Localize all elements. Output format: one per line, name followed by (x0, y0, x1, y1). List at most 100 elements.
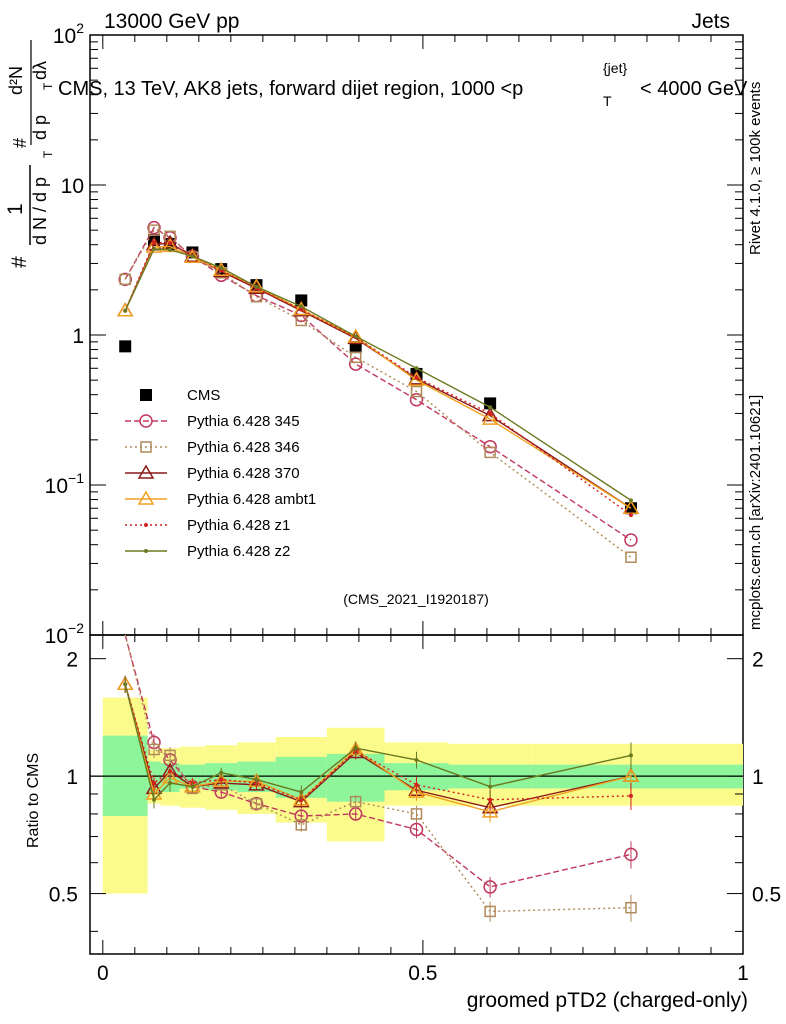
legend-marker (139, 414, 153, 428)
legend-item: Pythia 6.428 z2 (125, 543, 290, 560)
data-point-ratio (148, 743, 160, 756)
data-point-main (624, 533, 638, 547)
series-line-ratio (124, 684, 631, 801)
rivet-label: Rivet 4.1.0, ≥ 100k events (747, 82, 764, 255)
data-point-main (409, 393, 424, 407)
data-point-main (488, 411, 493, 416)
data-point-ratio (299, 790, 304, 795)
data-point-ratio (488, 797, 493, 802)
legend-item: Pythia 6.428 345 (125, 413, 300, 430)
data-point-main (349, 351, 362, 364)
data-point-main (119, 273, 131, 286)
legend: CMS Pythia 6.428 345 Pythia 6.428 346 Pythi… (125, 387, 316, 560)
legend-item: CMS (140, 387, 220, 404)
legend-marker (144, 523, 148, 527)
ylabel-dpt-dl: d p (30, 115, 50, 140)
data-point-ratio (254, 777, 259, 782)
data-point-ratio (481, 803, 499, 818)
ratio-y-tick-label: 0.5 (49, 884, 78, 907)
data-point-ratio (628, 753, 633, 758)
legend-marker (137, 490, 155, 505)
data-point-main (481, 407, 499, 422)
data-point-main (147, 220, 161, 235)
data-point-main (484, 446, 496, 459)
legend-item: Pythia 6.428 346 (125, 439, 300, 456)
data-point-main (299, 307, 304, 312)
data-point-main (116, 302, 134, 317)
data-point-ratio (622, 767, 640, 782)
data-point-main (481, 410, 499, 425)
legend-label: Pythia 6.428 z2 (187, 543, 290, 560)
data-point-ratio (190, 784, 195, 789)
data-point-main (148, 224, 160, 236)
x-tick-label: 0 (97, 962, 109, 985)
legend-item: Pythia 6.428 ambt1 (125, 490, 316, 508)
stat-uncertainty-band (326, 753, 385, 802)
data-point-main (152, 240, 157, 245)
ratio-y-tick-label-right: 1 (752, 766, 764, 789)
legend-item: Pythia 6.428 370 (125, 464, 300, 482)
series-line-ratio (124, 634, 631, 913)
data-point-ratio (299, 797, 304, 802)
data-point-ratio (484, 905, 496, 918)
main-y-tick-label: 10−1 (45, 470, 85, 498)
title-prefix: CMS, 13 TeV, AK8 jets, forward dijet reg… (58, 78, 523, 100)
series-pythia-6-428-z2 (123, 246, 633, 809)
series-pythia-6-428-z1 (123, 240, 633, 811)
data-point-main (410, 385, 423, 398)
data-point-ratio (624, 847, 638, 862)
main-y-tick-label: 10−2 (45, 620, 85, 648)
data-point-ratio (168, 769, 173, 774)
data-point-main (483, 439, 497, 454)
data-point-main (168, 247, 173, 252)
mcplots-label: mcplots.cern.ch [arXiv:2401.10621] (747, 395, 764, 630)
main-y-tick-label: 1 (72, 325, 84, 348)
data-point-ratio (295, 819, 308, 831)
svg-text:CMS, 13 TeV, AK8 jets, forward: CMS, 13 TeV, AK8 jets, forward dijet reg… (58, 78, 523, 100)
ratio-y-axis-label: Ratio to CMS (25, 753, 42, 848)
data-point-main (254, 284, 259, 289)
data-point-main (625, 551, 637, 563)
data-point-main (248, 278, 265, 293)
data-point-ratio (219, 777, 224, 782)
main-y-tick-label: 10 (61, 175, 84, 198)
plot-title: CMS, 13 TeV, AK8 jets, forward dijet reg… (58, 60, 748, 109)
legend-marker (144, 549, 148, 553)
legend-label: CMS (187, 387, 220, 404)
data-point-main (299, 304, 304, 309)
series-line-main (124, 229, 632, 558)
title-sup: {jet} (603, 60, 627, 76)
data-point-ratio (292, 793, 310, 808)
data-point-main (353, 334, 358, 339)
legend-item: Pythia 6.428 z1 (125, 517, 290, 534)
ratio-y-tick-label: 1 (66, 766, 78, 789)
data-point-ratio (219, 770, 224, 775)
legend-label: Pythia 6.428 370 (187, 465, 300, 482)
title-suffix: < 4000 GeV (640, 78, 748, 100)
x-axis-label: groomed pTD2 (charged-only) (467, 989, 748, 1012)
data-point-ratio (409, 822, 424, 837)
data-point-ratio (488, 784, 493, 789)
legend-label: Pythia 6.428 345 (187, 413, 300, 430)
ylabel-one: 1 (4, 203, 27, 215)
energy-label: 13000 GeV pp (104, 10, 239, 33)
legend-label: Pythia 6.428 346 (187, 439, 300, 456)
ratio-y-tick-label-right: 2 (752, 649, 764, 672)
legend-label: Pythia 6.428 ambt1 (187, 491, 316, 508)
ylabel-t-sub: T (41, 150, 55, 158)
data-point-main (248, 279, 265, 294)
legend-marker (140, 441, 152, 453)
data-point-ratio (152, 797, 157, 802)
ylabel-dlambda: dλ (30, 61, 50, 80)
series-line-main (124, 226, 632, 541)
data-point-main (123, 308, 128, 313)
data-point-main (347, 328, 364, 343)
data-point-main (145, 238, 163, 253)
data-point-main (628, 513, 633, 518)
data-point-ratio (483, 880, 497, 894)
data-point-ratio (123, 682, 128, 687)
ylabel-hash2: # (10, 138, 30, 148)
data-point-main (152, 246, 157, 251)
